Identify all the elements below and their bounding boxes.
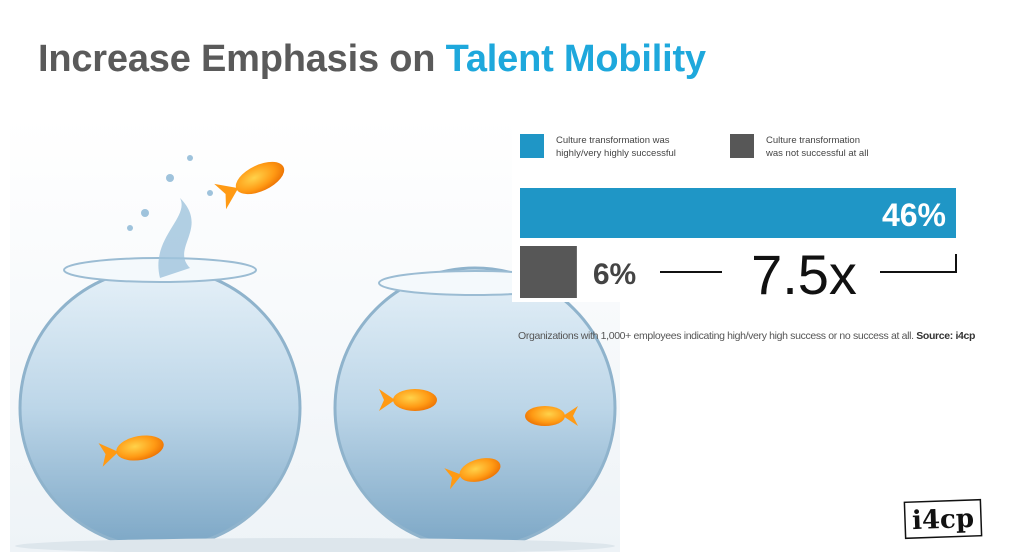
footnote: Organizations with 1,000+ employees indi… (518, 330, 975, 342)
chart-panel: Culture transformation was highly/very h… (512, 122, 974, 302)
legend-fail-line1: Culture transformation (766, 135, 860, 146)
goldfish-jumping (214, 161, 285, 210)
i4cp-logo: i4cp (903, 498, 983, 540)
bar-chart: 46% 6% 7.5x (520, 188, 957, 298)
page-title: Increase Emphasis on Talent Mobility (38, 38, 706, 81)
legend-success-line1: Culture transformation was (556, 135, 670, 146)
legend-success-line2: highly/very highly successful (556, 148, 676, 159)
ratio-line-right (880, 254, 957, 273)
legend-swatch-success (520, 134, 544, 158)
footnote-text: Organizations with 1,000+ employees indi… (518, 330, 914, 342)
legend-swatch-fail (730, 134, 754, 158)
bar-fail-label: 6% (593, 258, 636, 291)
bar-success (520, 188, 956, 238)
svg-text:i4cp: i4cp (912, 504, 975, 536)
legend-fail-line2: was not successful at all (766, 148, 869, 159)
ratio-label: 7.5x (751, 243, 857, 298)
title-highlight: Talent Mobility (445, 38, 706, 80)
bar-fail (520, 246, 577, 298)
legend-item-fail: Culture transformation was not successfu… (730, 134, 906, 160)
bar-success-label: 46% (882, 197, 946, 233)
title-prefix: Increase Emphasis on (38, 38, 436, 80)
footnote-source: Source: i4cp (916, 330, 976, 342)
legend-item-success: Culture transformation was highly/very h… (520, 134, 696, 160)
